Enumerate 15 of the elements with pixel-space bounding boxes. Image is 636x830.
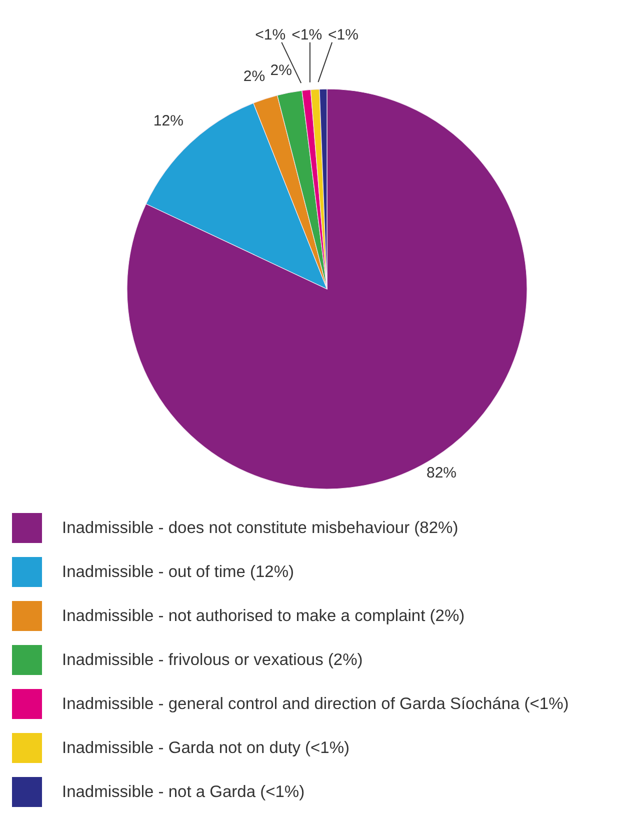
data-label: <1%	[292, 26, 322, 44]
legend-label: Inadmissible - not authorised to make a complaint (2%)	[62, 606, 465, 626]
pie-slice	[126, 88, 528, 490]
data-label: 12%	[153, 112, 184, 130]
legend-label: Inadmissible - Garda not on duty (<1%)	[62, 738, 350, 758]
data-label: 2%	[270, 62, 292, 79]
legend-label: Inadmissible - does not constitute misbehaviour (82%)	[62, 518, 458, 538]
legend-label: Inadmissible - out of time (12%)	[62, 562, 294, 582]
legend-label: Inadmissible - general control and direction of Garda Síochána (<1%)	[62, 694, 569, 714]
data-label: 2%	[243, 68, 266, 85]
data-label: <1%	[255, 26, 286, 44]
data-label: <1%	[328, 26, 359, 44]
legend-label: Inadmissible - not a Garda (<1%)	[62, 782, 305, 802]
legend-label: Inadmissible - frivolous or vexatious (2%)	[62, 650, 363, 670]
data-label: 82%	[426, 464, 457, 482]
